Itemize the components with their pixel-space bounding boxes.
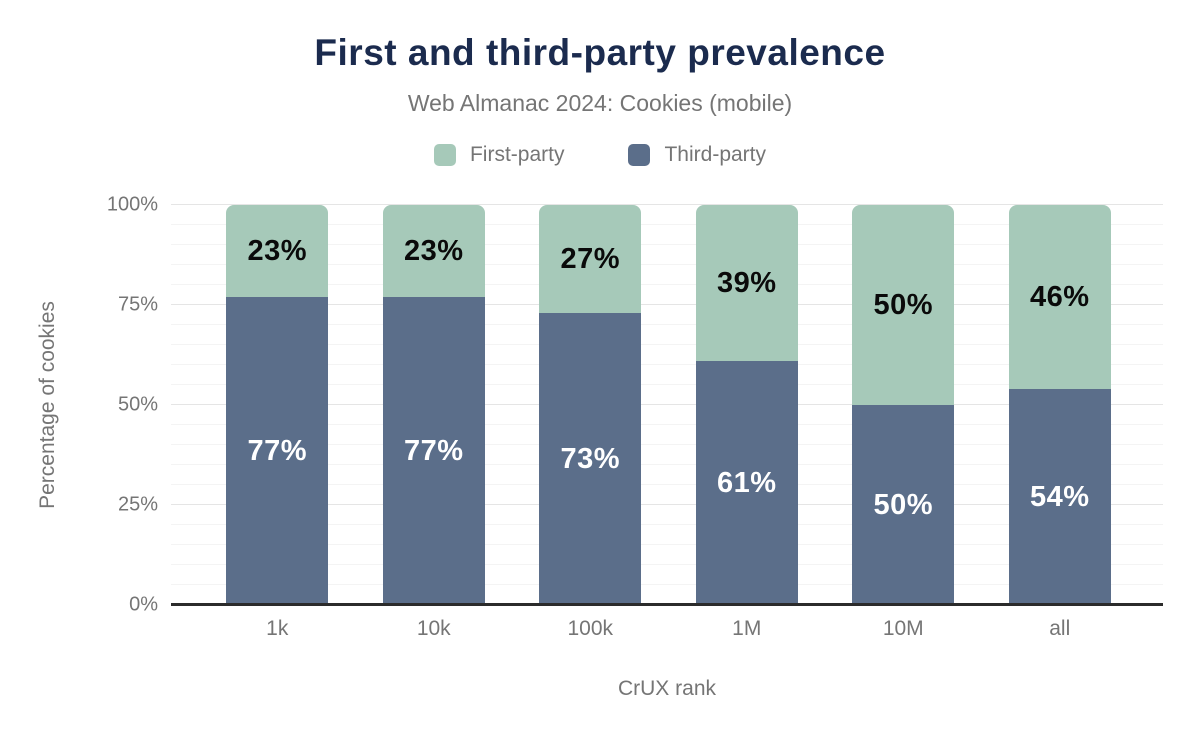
bar-10k: 23% 77% bbox=[382, 205, 485, 605]
legend-label: First-party bbox=[469, 143, 565, 166]
y-tick-label: 25% bbox=[117, 493, 158, 516]
x-tick-label-1k: 1k bbox=[266, 617, 289, 640]
gridline bbox=[171, 384, 1163, 385]
bar-value-label: 77% bbox=[403, 434, 464, 467]
y-tick-label: 75% bbox=[117, 293, 158, 316]
bars-row: 23% 77% 23% 77% 27% 73% 39% 61% 50% 50% 46% 54% bbox=[171, 205, 1163, 605]
gridline bbox=[171, 284, 1163, 285]
bar-1M: 39% 61% bbox=[695, 205, 798, 605]
y-tick-label: 0% bbox=[129, 593, 158, 616]
bar-segment-third-party-10M: 50% bbox=[852, 405, 955, 605]
bar-value-label: 50% bbox=[873, 488, 934, 521]
y-axis-title: Percentage of cookies bbox=[36, 301, 59, 509]
gridline bbox=[171, 564, 1163, 565]
x-tick-label-100k: 100k bbox=[567, 617, 614, 640]
bar-value-label: 73% bbox=[560, 442, 621, 475]
bar-value-label: 39% bbox=[716, 266, 777, 299]
gridline bbox=[171, 224, 1163, 225]
bar-value-label: 61% bbox=[716, 466, 777, 499]
legend-item-first-party: First-party bbox=[433, 143, 565, 167]
gridline bbox=[171, 344, 1163, 345]
gridline bbox=[171, 504, 1163, 505]
x-axis-labels: 1k 10k 100k 1M 10M all bbox=[171, 617, 1163, 641]
gridline bbox=[171, 364, 1163, 365]
gridline bbox=[171, 484, 1163, 485]
bar-segment-third-party-10k: 77% bbox=[382, 297, 485, 605]
bar-segment-first-party-10M: 50% bbox=[852, 205, 955, 405]
legend-item-third-party: Third-party bbox=[628, 143, 766, 167]
y-axis-ticks: 0% 25% 50% 75% 100% bbox=[107, 194, 1163, 616]
bar-column-1M: 39% 61% bbox=[669, 205, 826, 605]
legend-swatch-icon bbox=[628, 144, 651, 166]
x-axis-title: CrUX rank bbox=[617, 677, 717, 700]
bar-100k: 27% 73% bbox=[539, 205, 642, 605]
bar-value-label: 23% bbox=[403, 234, 464, 267]
bar-segment-third-party-all: 54% bbox=[1008, 389, 1111, 605]
bar-value-label: 50% bbox=[873, 288, 934, 321]
bar-segment-third-party-1k: 77% bbox=[226, 297, 329, 605]
bar-value-label: 46% bbox=[1029, 280, 1090, 313]
bar-segment-first-party-10k: 23% bbox=[382, 205, 485, 297]
bar-column-10M: 50% 50% bbox=[825, 205, 982, 605]
gridline bbox=[171, 324, 1163, 325]
plot-area: 0% 25% 50% 75% 100% 23% 77% 23% 77% 27% 73% 39% 61%… bbox=[107, 194, 1163, 616]
bar-value-label: 27% bbox=[560, 242, 621, 275]
gridline bbox=[171, 464, 1163, 465]
bar-1k: 23% 77% bbox=[226, 205, 329, 605]
gridline bbox=[171, 584, 1163, 585]
legend-swatch-icon bbox=[433, 144, 456, 166]
bar-segment-first-party-1k: 23% bbox=[226, 205, 329, 297]
bar-value-label: 77% bbox=[247, 434, 308, 467]
bar-segment-first-party-100k: 27% bbox=[539, 205, 642, 313]
bar-segment-third-party-1M: 61% bbox=[695, 361, 798, 605]
gridline bbox=[171, 544, 1163, 545]
chart-title: First and third-party prevalence bbox=[314, 32, 886, 73]
x-axis-line bbox=[171, 603, 1163, 606]
x-tick-label-1M: 1M bbox=[732, 617, 762, 640]
gridline bbox=[171, 244, 1163, 245]
bar-value-label: 54% bbox=[1029, 480, 1090, 513]
bar-10M: 50% 50% bbox=[852, 205, 955, 605]
bar-column-1k: 23% 77% bbox=[199, 205, 356, 605]
bar-column-100k: 27% 73% bbox=[512, 205, 669, 605]
bar-segment-first-party-all: 46% bbox=[1008, 205, 1111, 389]
gridline bbox=[171, 524, 1163, 525]
gridline bbox=[171, 264, 1163, 265]
y-tick-label: 100% bbox=[106, 193, 158, 216]
bar-column-all: 46% 54% bbox=[982, 205, 1139, 605]
legend-label: Third-party bbox=[664, 143, 767, 166]
bar-segment-third-party-100k: 73% bbox=[539, 313, 642, 605]
legend: First-party Third-party bbox=[0, 143, 1200, 167]
bar-value-label: 23% bbox=[247, 234, 308, 267]
bar-column-10k: 23% 77% bbox=[356, 205, 513, 605]
gridline bbox=[171, 204, 1163, 205]
chart-subtitle: Web Almanac 2024: Cookies (mobile) bbox=[407, 90, 793, 116]
gridline bbox=[171, 404, 1163, 405]
y-tick-label: 50% bbox=[117, 393, 158, 416]
gridline bbox=[171, 304, 1163, 305]
x-tick-label-all: all bbox=[1049, 617, 1071, 640]
bar-all: 46% 54% bbox=[1008, 205, 1111, 605]
gridline bbox=[171, 444, 1163, 445]
gridline bbox=[171, 424, 1163, 425]
x-tick-label-10M: 10M bbox=[882, 617, 924, 640]
bar-segment-first-party-1M: 39% bbox=[695, 205, 798, 361]
x-tick-label-10k: 10k bbox=[416, 617, 451, 640]
